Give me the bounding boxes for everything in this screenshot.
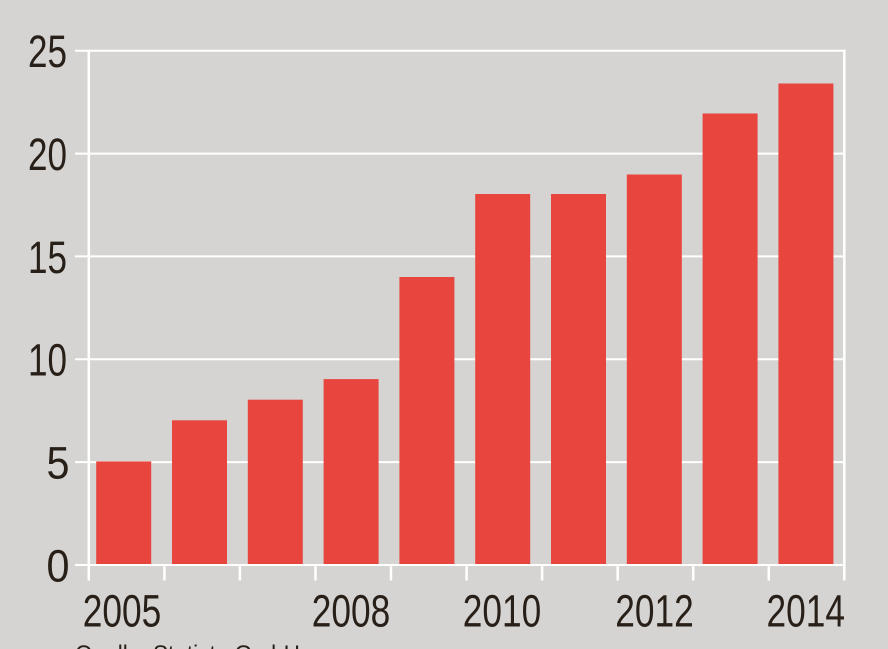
svg-text:Quelle: Statista GmbH: Quelle: Statista GmbH [75,641,300,649]
svg-text:10: 10 [28,335,67,386]
svg-text:2005: 2005 [83,586,162,637]
svg-text:5: 5 [47,438,70,489]
svg-text:15: 15 [28,232,67,283]
svg-text:25: 25 [28,26,67,77]
svg-text:2014: 2014 [767,586,846,637]
svg-text:0: 0 [47,540,70,591]
svg-text:2012: 2012 [615,586,694,637]
svg-text:2010: 2010 [463,586,542,637]
svg-text:20: 20 [28,129,67,180]
svg-text:2008: 2008 [312,586,391,637]
